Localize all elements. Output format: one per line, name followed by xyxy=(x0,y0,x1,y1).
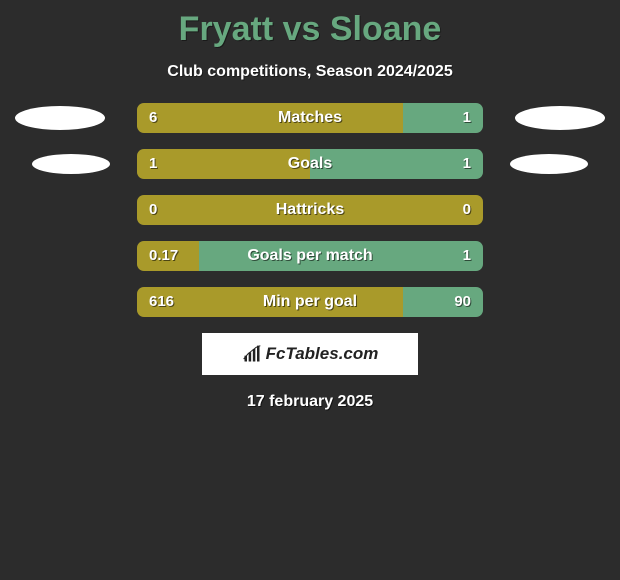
comparison-chart: 6 Matches 1 1 Goals 1 0 Hattricks 0 0.17… xyxy=(0,103,620,317)
metric-row: 616 Min per goal 90 xyxy=(137,287,483,317)
player-left-badge-small xyxy=(32,154,110,174)
comparison-subtitle: Club competitions, Season 2024/2025 xyxy=(0,63,620,81)
metric-label: Goals per match xyxy=(137,241,483,271)
metric-row: 0 Hattricks 0 xyxy=(137,195,483,225)
comparison-title: Fryatt vs Sloane xyxy=(0,0,620,49)
player-left-badge-large xyxy=(15,106,105,130)
metric-row: 6 Matches 1 xyxy=(137,103,483,133)
player-right-badge-large xyxy=(515,106,605,130)
snapshot-date: 17 february 2025 xyxy=(0,393,620,411)
player-right-badge-small xyxy=(510,154,588,174)
metric-row: 1 Goals 1 xyxy=(137,149,483,179)
metric-label: Hattricks xyxy=(137,195,483,225)
metric-label: Goals xyxy=(137,149,483,179)
metric-label: Min per goal xyxy=(137,287,483,317)
metric-right-value: 1 xyxy=(463,149,471,179)
branding-banner: FcTables.com xyxy=(202,333,418,375)
bar-chart-icon xyxy=(242,344,262,364)
branding-text: FcTables.com xyxy=(266,344,379,364)
metric-right-value: 0 xyxy=(463,195,471,225)
metric-row: 0.17 Goals per match 1 xyxy=(137,241,483,271)
metric-right-value: 1 xyxy=(463,103,471,133)
metric-right-value: 1 xyxy=(463,241,471,271)
metric-right-value: 90 xyxy=(454,287,471,317)
metric-label: Matches xyxy=(137,103,483,133)
